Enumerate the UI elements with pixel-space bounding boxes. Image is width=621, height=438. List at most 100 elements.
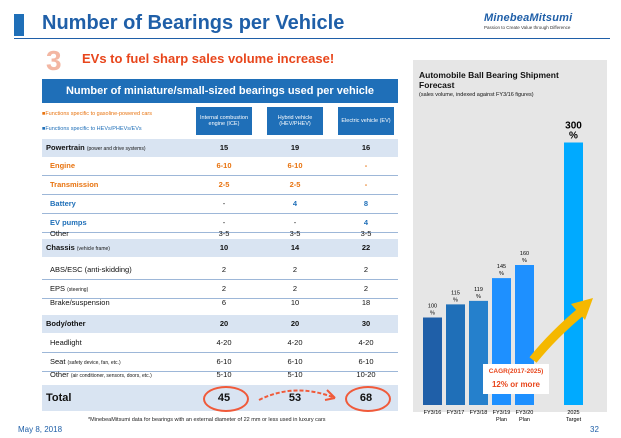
category-label: FY3/19 — [493, 410, 511, 416]
page-number: 32 — [590, 425, 599, 434]
row-divider — [42, 213, 398, 214]
highlight-circle — [203, 386, 249, 412]
subheading: EVs to fuel sharp sales volume increase! — [82, 51, 335, 66]
category-label: Plan — [496, 417, 507, 423]
row-label: EV pumps — [50, 218, 87, 227]
cell-ev: - — [364, 161, 368, 170]
cell-hev: 5-10 — [287, 370, 303, 379]
cell-ev: 16 — [361, 143, 371, 152]
highlight-circle — [345, 386, 391, 412]
bar-value-label: % — [499, 271, 504, 277]
row-label: EPS — [50, 284, 66, 293]
cell-ev: 30 — [361, 319, 371, 328]
row-ev-pumps: EV pumps - - 4 — [42, 214, 398, 232]
row-label: Chassis — [46, 243, 75, 252]
bar-value-label: 300 — [565, 121, 582, 132]
row-label: Seat — [50, 357, 66, 366]
logo-tagline: Passion to Create Value through Differen… — [484, 25, 571, 30]
page-title: Number of Bearings per Vehicle — [42, 12, 345, 34]
cell-ev: 2 — [363, 284, 369, 293]
bar-value-label: 100 — [428, 304, 437, 310]
cell-ev: 6-10 — [358, 357, 374, 366]
row-divider — [42, 298, 398, 299]
cell-ice: 6 — [221, 298, 227, 307]
row-label: Battery — [50, 199, 76, 208]
row-brake: Brake/suspension 6 10 18 — [42, 294, 398, 312]
cell-ice: 4-20 — [216, 338, 232, 347]
category-label: FY3/16 — [424, 410, 442, 416]
point-number: 3 — [46, 45, 62, 76]
growth-arrow — [258, 389, 336, 401]
category-label: Target — [566, 417, 582, 423]
row-note: (safety device, fan, etc.) — [67, 360, 121, 366]
cagr-box — [483, 364, 549, 394]
cell-ev: 22 — [361, 243, 371, 252]
row-label: Other — [50, 229, 69, 238]
cell-hev: 6-10 — [287, 161, 303, 170]
cell-hev: 2 — [292, 284, 298, 293]
forecast-arrow — [529, 306, 586, 363]
row-engine: Engine 6-10 6-10 - — [42, 157, 398, 175]
cell-hev: 2 — [292, 265, 298, 274]
category-label: Plan — [519, 417, 530, 423]
row-label: Body/other — [46, 319, 86, 328]
bar-value-label: % — [430, 311, 435, 317]
cell-ice: 2 — [221, 284, 227, 293]
bar-value-label: 145 — [497, 264, 506, 270]
legend-ev: ■Functions specific to HEVs/PHEVs/EVs — [42, 126, 142, 132]
row-divider — [42, 279, 398, 280]
row-label: Headlight — [50, 338, 82, 347]
cell-hev: 4 — [292, 199, 298, 208]
cell-ice: 15 — [219, 143, 229, 152]
row-seat: Seat (safety device, fan, etc.) 6-10 6-1… — [42, 353, 398, 371]
cell-ev: 8 — [363, 199, 369, 208]
row-abs: ABS/ESC (anti-skidding) 2 2 2 — [42, 261, 398, 279]
cell-hev: 53 — [288, 392, 302, 404]
row-powertrain: Powertrain (power and drive systems) 15 … — [42, 139, 398, 157]
column-header-ev: Electric vehicle (EV) — [338, 107, 394, 135]
footer-date: May 8, 2018 — [18, 425, 63, 434]
bar-value-label: % — [569, 131, 578, 142]
title-accent-bar — [14, 14, 24, 36]
row-battery: Battery - 4 8 — [42, 195, 398, 213]
category-label: FY3/17 — [447, 410, 465, 416]
company-logo: MinebeaMitsumi — [484, 12, 573, 24]
cell-hev: 20 — [290, 319, 300, 328]
row-label: Brake/suspension — [50, 298, 110, 307]
cagr-label: CAGR(2017-2025) — [488, 368, 544, 375]
row-powertrain-other: Other 3-5 3-5 3-5 — [42, 225, 398, 241]
cell-ev: 4-20 — [358, 338, 374, 347]
header-divider — [14, 38, 610, 39]
row-body-other: Other (air conditioner, sensors, doors, … — [42, 366, 398, 384]
bar-5 — [564, 142, 583, 405]
bar-value-label: % — [453, 297, 458, 303]
bar-value-label: 115 — [451, 290, 460, 296]
category-label: FY3/20 — [516, 410, 534, 416]
row-chassis: Chassis (vehicle frame) 10 14 22 — [42, 239, 398, 257]
cell-hev: 2-5 — [289, 180, 301, 189]
row-divider — [42, 371, 398, 372]
row-note: (power and drive systems) — [86, 146, 146, 152]
cell-ice: 2 — [221, 265, 227, 274]
cell-hev: 6-10 — [287, 357, 303, 366]
cell-ice: - — [222, 199, 226, 208]
row-divider — [42, 194, 398, 195]
cell-ice: 10 — [219, 243, 229, 252]
row-transmission: Transmission 2-5 2-5 - — [42, 176, 398, 194]
cell-ev: 3-5 — [360, 229, 372, 238]
row-label: Total — [46, 392, 72, 404]
cell-hev: - — [293, 218, 297, 227]
cell-ev: - — [364, 180, 368, 189]
cell-ice: 3-5 — [218, 229, 230, 238]
cell-hev: 10 — [290, 298, 300, 307]
row-label: Powertrain — [46, 143, 85, 152]
cell-ice: 6-10 — [216, 161, 232, 170]
row-divider — [42, 175, 398, 176]
row-label: Engine — [50, 161, 76, 170]
row-divider — [42, 232, 398, 233]
row-note: (steering) — [67, 287, 89, 293]
cell-hev: 4-20 — [287, 338, 303, 347]
cell-ev: 4 — [363, 218, 369, 227]
column-header-ice: Internal combustion engine (ICE) — [196, 107, 252, 135]
cell-ice: 5-10 — [216, 370, 232, 379]
